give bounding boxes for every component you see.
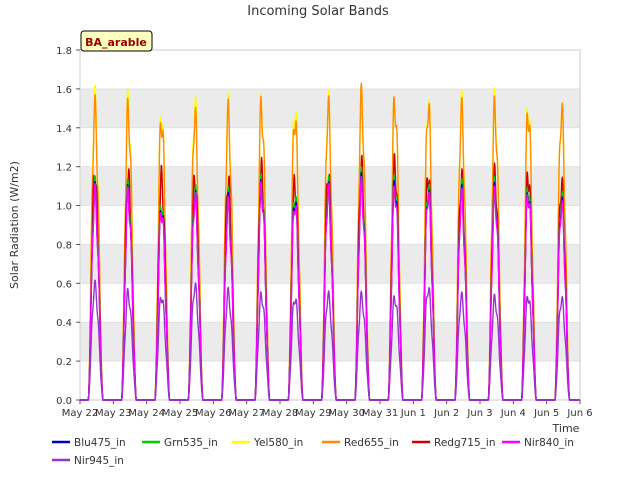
background-band: [80, 361, 580, 400]
y-tick-label: 0.6: [56, 279, 72, 290]
x-tick-label: May 22: [62, 408, 99, 419]
series-lines: [79, 82, 581, 401]
legend: Blu475_in Grn535_in Yel580_in Red655_in Redg…: [52, 437, 574, 467]
x-axis-label: Time: [552, 422, 580, 435]
x-tick-label: Jun 2: [433, 408, 459, 419]
x-tick-label: May 29: [295, 408, 332, 419]
background-band: [80, 244, 580, 284]
background-band: [80, 50, 580, 89]
legend-label-blu475-in: Blu475_in: [74, 437, 126, 449]
legend-label-nir945-in: Nir945_in: [74, 455, 124, 467]
background-band: [80, 322, 580, 362]
y-tick-label: 1.8: [56, 46, 72, 57]
x-tick-label: May 23: [95, 408, 132, 419]
x-tick-label: May 25: [162, 408, 199, 419]
legend-label-nir840-in: Nir840_in: [524, 437, 574, 449]
site-badge: BA_arable: [80, 30, 153, 52]
y-tick-label: 1.0: [56, 202, 72, 213]
y-tick-label: 0.8: [56, 240, 72, 251]
x-tick-label: May 26: [195, 408, 232, 419]
x-tick-label: May 27: [228, 408, 265, 419]
x-tick-label: Jun 5: [533, 408, 559, 419]
y-tick-label: 1.6: [56, 85, 72, 96]
y-tick-label: 0.2: [56, 357, 72, 368]
chart-title: Incoming Solar Bands: [247, 4, 389, 19]
legend-label-grn535-in: Grn535_in: [164, 437, 218, 449]
x-tick-label: Jun 1: [400, 408, 426, 419]
x-tick-label: Jun 3: [466, 408, 492, 419]
legend-label-red655-in: Red655_in: [344, 437, 399, 449]
y-tick-label: 0.0: [56, 396, 72, 407]
legend-label-redg715-in: Redg715_in: [434, 437, 495, 449]
badge-label: BA_arable: [85, 36, 147, 49]
series-line-nir840-in: [79, 175, 581, 401]
x-tick-label: May 30: [328, 408, 365, 419]
series-line-red655-in: [79, 82, 581, 401]
badge-box: [80, 30, 153, 52]
x-tick-label: May 31: [362, 408, 399, 419]
legend-label-yel580-in: Yel580_in: [253, 437, 303, 449]
y-tick-label: 1.4: [56, 124, 72, 135]
y-axis: 0.0 0.2 0.4 0.6 0.8 1.0 1.2 1.4 1.6 1.8: [56, 46, 80, 407]
y-tick-label: 0.4: [56, 318, 72, 329]
y-axis-label: Solar Radiation (W/m2): [8, 161, 21, 289]
series-line-nir945-in: [79, 279, 581, 401]
x-tick-label: Jun 6: [566, 408, 592, 419]
x-tick-label: Jun 4: [500, 408, 526, 419]
x-tick-label: May 24: [128, 408, 165, 419]
x-tick-label: May 28: [262, 408, 299, 419]
y-tick-label: 1.2: [56, 163, 72, 174]
plot-frame: [79, 49, 581, 401]
